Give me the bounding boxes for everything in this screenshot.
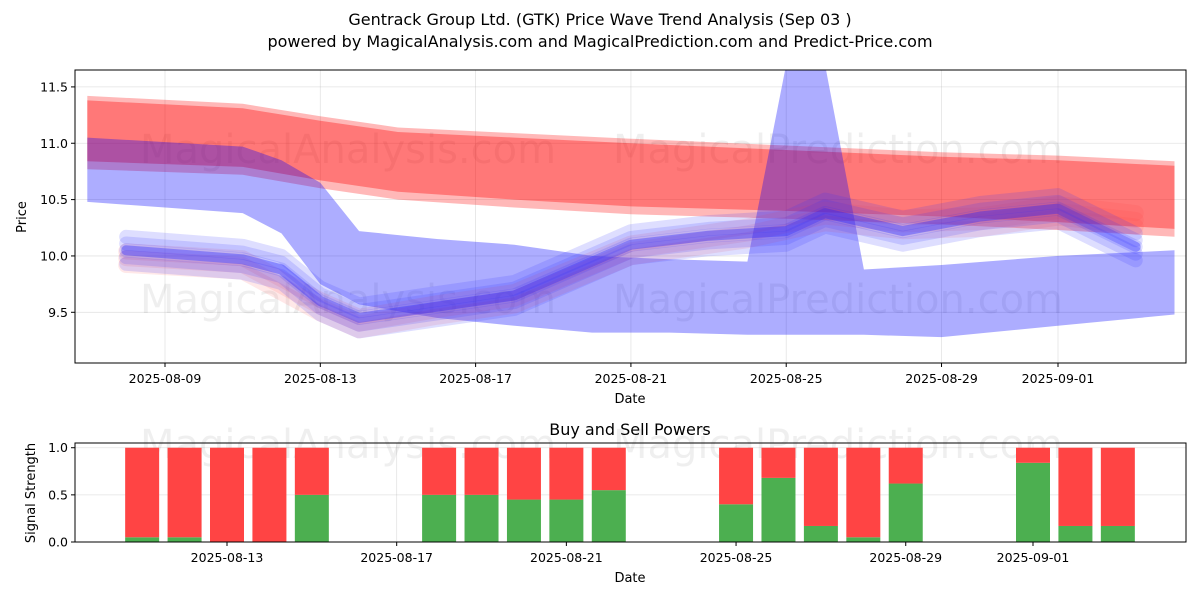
buy-bar [1058, 525, 1093, 542]
sell-bar [1058, 447, 1093, 526]
blue-wave-strand [119, 188, 1143, 312]
buy-bar [591, 490, 626, 542]
buy-bar [1100, 525, 1135, 542]
price-x-tick-label: 2025-08-25 [750, 371, 823, 386]
signal-title: Buy and Sell Powers [549, 420, 711, 439]
signal-y-tick-label: 0.5 [48, 487, 68, 502]
signal-bars [125, 447, 1135, 542]
price-panel: MagicalAnalysis.com MagicalPrediction.co… [15, 69, 1187, 407]
sell-bar [719, 447, 754, 505]
sell-bar [464, 447, 499, 495]
signal-x-tick-label: 2025-08-17 [360, 550, 433, 565]
price-y-tick-label: 10.5 [40, 192, 68, 207]
buy-bar [1016, 462, 1050, 542]
watermark-4: MagicalPrediction.com [613, 277, 1063, 323]
signal-x-label: Date [614, 571, 645, 586]
buy-bar [167, 537, 202, 542]
buy-bar [422, 494, 457, 542]
sell-bar [252, 447, 287, 542]
blue-wave-strand [119, 215, 1143, 339]
signal-x-tick-label: 2025-08-25 [700, 550, 773, 565]
price-x-tick-label: 2025-08-09 [129, 371, 202, 386]
blue-wave-strand [119, 208, 1143, 332]
price-x-label: Date [614, 392, 645, 407]
price-y-tick-label: 9.5 [48, 305, 68, 320]
price-y-tick-label: 10.0 [40, 248, 68, 263]
price-series [87, 70, 1175, 339]
price-x-tick-label: 2025-08-17 [439, 371, 512, 386]
blue-wave-strand [119, 194, 1143, 319]
sell-bar [888, 447, 923, 484]
blue-wave-strand [119, 201, 1143, 325]
buy-bar [719, 504, 754, 542]
chart-subtitle: powered by MagicalAnalysis.com and Magic… [267, 32, 932, 51]
price-x-tick-label: 2025-09-01 [1022, 371, 1095, 386]
watermark-2: MagicalPrediction.com [613, 127, 1063, 173]
sell-bar [125, 447, 160, 538]
sell-bar [1100, 447, 1135, 526]
price-x-tick-label: 2025-08-13 [284, 371, 357, 386]
price-x-tick-label: 2025-08-21 [595, 371, 668, 386]
red-wave-strand [118, 209, 1144, 339]
sell-bar [506, 447, 541, 500]
sell-bar [167, 447, 202, 538]
red-band-outer [87, 95, 1175, 237]
buy-bar [294, 494, 329, 542]
blue-band [87, 70, 1175, 338]
buy-bar [803, 525, 838, 542]
sell-bar [761, 447, 796, 478]
buy-bar [846, 537, 881, 542]
signal-x-tick-label: 2025-08-21 [530, 550, 603, 565]
watermark-6: MagicalPrediction.com [613, 422, 1063, 468]
sell-bar [591, 447, 626, 491]
price-x-tick-label: 2025-08-29 [905, 371, 978, 386]
buy-bar [125, 537, 160, 542]
chart-title: Gentrack Group Ltd. (GTK) Price Wave Tre… [348, 10, 851, 29]
sell-bar [846, 447, 881, 538]
signal-y-tick-label: 0.0 [48, 535, 68, 550]
price-y-tick-label: 11.0 [40, 136, 68, 151]
buy-bar [888, 483, 923, 542]
signal-plot-border [74, 442, 1187, 543]
signal-x-tick-label: 2025-08-13 [191, 550, 264, 565]
blue-wave-core [121, 203, 1141, 323]
sell-bar [294, 447, 329, 495]
signal-x-tick-label: 2025-08-29 [869, 550, 942, 565]
watermark-3: MagicalAnalysis.com [140, 277, 556, 323]
sell-bar [210, 447, 244, 542]
buy-bar [549, 499, 584, 542]
sell-bar [422, 447, 457, 495]
price-series-clipped [87, 70, 1175, 339]
buy-bar [506, 499, 541, 542]
signal-x-tick-label: 2025-09-01 [997, 550, 1070, 565]
signal-panel: Buy and Sell Powers MagicalAnalysis.com … [24, 420, 1187, 586]
watermark-1: MagicalAnalysis.com [140, 127, 556, 173]
price-y-tick-label: 11.5 [40, 79, 68, 94]
sell-bar [803, 447, 838, 526]
price-axes: 9.5 10.0 10.5 11.0 11.5 2025-08-09 2025-08-13 2… [40, 79, 1094, 386]
signal-y-tick-label: 1.0 [48, 440, 68, 455]
red-wave-strand [118, 196, 1144, 325]
red-wave-strand [118, 202, 1144, 332]
price-plot-area [75, 70, 1186, 363]
signal-y-label: Signal Strength [24, 443, 39, 543]
price-grid [75, 70, 1186, 363]
buy-bar [464, 494, 499, 542]
red-band-inner [87, 100, 1175, 229]
signal-axes: 0.0 0.5 1.0 2025-08-13 2025-08-17 2025-08-21 2… [48, 440, 1069, 565]
sell-bar [549, 447, 584, 500]
buy-bar [761, 477, 796, 542]
price-y-label: Price [15, 201, 30, 233]
sell-bar [1016, 447, 1050, 463]
